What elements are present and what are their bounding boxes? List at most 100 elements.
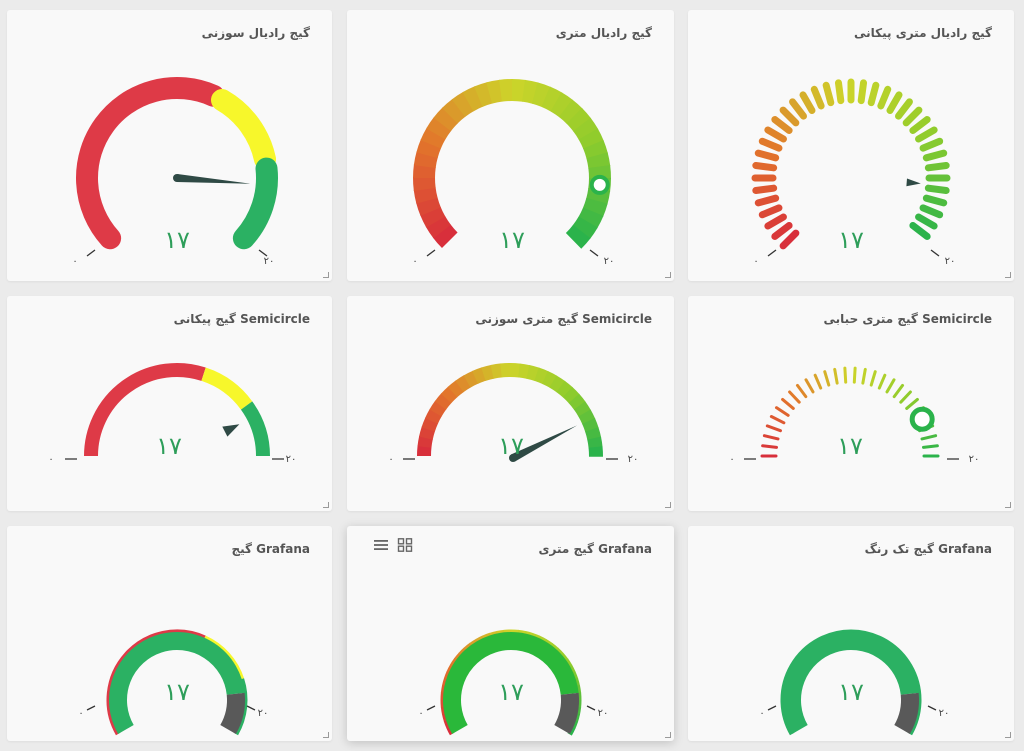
gauge-dash (867, 81, 880, 107)
scale-tick (589, 249, 599, 257)
scale-tick (86, 249, 96, 257)
gauge-dash (921, 444, 939, 449)
gauge-arrow (222, 424, 240, 437)
gauge-bubble (909, 406, 935, 432)
gauge-dash (902, 106, 923, 127)
resize-handle[interactable] (1005, 732, 1011, 738)
scale-tick (426, 705, 436, 711)
gauge-dash (762, 434, 780, 441)
resize-handle[interactable] (665, 732, 671, 738)
gauge-card-radial-meter[interactable]: گیج رادیال متری ۱۷ ۰ ۲۰ (347, 10, 674, 281)
gauge-card-semicircle-meter-needle[interactable]: گیج متری سوزنی Semicircle ۱۷ ۰ ۲۰ (347, 296, 674, 511)
gauge-segment (426, 116, 452, 140)
gauge-card-grafana-mono[interactable]: گیج تک رنگ Grafana ۱۷ ۰ ۲۰ (688, 526, 1014, 741)
gauge-marker (589, 174, 610, 195)
gauge-needle (511, 425, 578, 462)
gauge-semicircle-arrow: ۱۷ ۰ ۲۰ (48, 363, 297, 465)
gauge-dash (915, 213, 938, 230)
gauge-value: ۱۷ (837, 432, 863, 460)
card-title: گیج متری سوزنی Semicircle (475, 312, 652, 326)
gauge-dash (795, 383, 808, 399)
gauge-band-0 (76, 77, 225, 250)
gauge-dash (758, 137, 783, 152)
grid-icon[interactable] (397, 537, 413, 556)
max-label: ۲۰ (258, 708, 269, 719)
resize-handle[interactable] (323, 732, 329, 738)
min-label: ۰ (412, 256, 417, 267)
gauge-value: ۱۷ (838, 226, 864, 254)
gauge-value: ۱۷ (164, 678, 190, 706)
gauge-segment (481, 364, 495, 381)
gauge-segment (419, 426, 436, 440)
scale-tick (426, 249, 436, 257)
menu-icon[interactable] (373, 537, 389, 556)
scale-tick (767, 249, 777, 257)
gauge-segment (585, 427, 602, 441)
gauge-card-grafana[interactable]: گیج Grafana ۱۷ ۰ ۲۰ (7, 526, 332, 741)
min-label: ۰ (48, 454, 53, 465)
gauge-segment (416, 139, 442, 159)
resize-handle[interactable] (323, 272, 329, 278)
gauge-dash (754, 194, 780, 207)
max-label: ۲۰ (286, 454, 297, 465)
card-title: گیج Grafana (231, 542, 310, 556)
gauge-segment (447, 380, 465, 398)
gauge-dash (869, 370, 877, 387)
min-label: ۰ (78, 708, 83, 719)
gauge-segment (565, 224, 591, 249)
gauge-segment (490, 363, 503, 379)
gauge-dash (909, 116, 931, 135)
card-title: گیج رادیال متری (555, 26, 652, 40)
gauge-radial-arrow: ۱۷ ۰ ۲۰ (751, 78, 955, 267)
gauge-card-radial-arrow[interactable]: گیج رادیال متری پیکانی ۱۷ ۰ ۲۰ (688, 10, 1014, 281)
gauge-segment (521, 79, 539, 104)
gauge-band-1 (201, 367, 253, 410)
resize-handle[interactable] (323, 502, 329, 508)
gauge-segment (417, 435, 433, 448)
card-title: گیج رادیال متری پیکانی (854, 26, 992, 40)
gauge-segment (549, 375, 566, 393)
gauge-segment (583, 140, 608, 160)
gauge-dash (788, 390, 801, 404)
gauge-segment (586, 152, 611, 169)
card-title: گیج تک رنگ Grafana (864, 542, 992, 556)
gauge-dash (915, 126, 938, 143)
min-label: ۰ (759, 708, 764, 719)
gauge-dash (843, 366, 848, 384)
gauge-segment (587, 436, 603, 449)
gauge-segment (420, 127, 446, 149)
gauge-segment (526, 365, 540, 382)
gauge-card-semicircle-bubble[interactable]: گیج متری حبابی Semicircle ۱۷ ۰ ۲۰ (688, 296, 1014, 511)
gauge-segment (566, 107, 592, 132)
gauge-semicircle-meter-needle: ۱۷ ۰ ۲۰ (388, 362, 638, 465)
gauge-segment (541, 86, 563, 112)
gauge-card-semicircle-arrow[interactable]: گیج پیکانی Semicircle ۱۷ ۰ ۲۰ (7, 296, 332, 511)
gauge-segment (486, 79, 503, 104)
gauge-segment (556, 380, 573, 398)
gauge-dash (894, 98, 913, 120)
gauge-segment (511, 79, 526, 102)
gauge-dash (919, 204, 944, 219)
gauge-card-grafana-meter[interactable]: گیج متری Grafana ۱۷ ۰ ۲۰ (347, 526, 674, 741)
max-label: ۲۰ (264, 256, 275, 267)
gauge-dash (877, 85, 892, 110)
gauge-segment (420, 206, 446, 228)
gauge-value: ۱۷ (156, 432, 182, 460)
scale-tick (586, 705, 596, 711)
min-label: ۰ (72, 256, 77, 267)
gauge-grafana-mono: ۱۷ ۰ ۲۰ (759, 629, 949, 736)
gauge-value-arc (443, 632, 579, 734)
resize-handle[interactable] (665, 502, 671, 508)
resize-handle[interactable] (1005, 272, 1011, 278)
gauge-needle (176, 174, 251, 184)
gauge-dash (779, 106, 800, 127)
resize-handle[interactable] (665, 272, 671, 278)
gauge-segment (550, 92, 574, 118)
gauge-card-radial-needle[interactable]: گیج رادیال سوزنی ۱۷ ۰ ۲۰ (7, 10, 332, 281)
gauge-dash (764, 126, 787, 143)
scale-tick (767, 705, 777, 711)
gauge-segment (462, 86, 484, 112)
resize-handle[interactable] (1005, 502, 1011, 508)
gauge-segment (499, 79, 514, 102)
gauge-remaining-arc (894, 692, 919, 734)
